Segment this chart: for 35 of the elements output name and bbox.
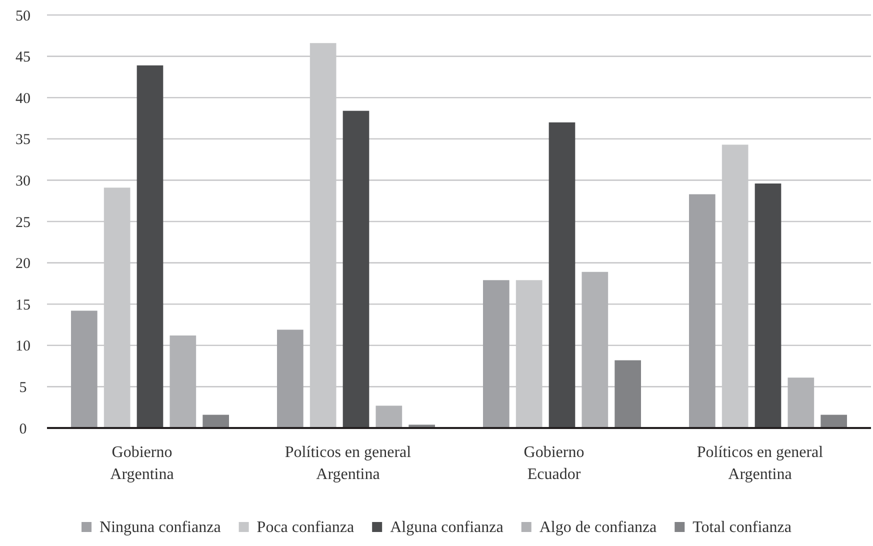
bar — [820, 414, 847, 428]
x-tick-label: Gobierno Ecuador — [524, 444, 584, 483]
bar — [170, 335, 196, 428]
y-tick-label: 10 — [16, 338, 30, 355]
y-tick-label: 20 — [16, 256, 30, 272]
y-tick-label: 0 — [19, 421, 27, 438]
bar — [548, 122, 576, 428]
bar — [754, 184, 782, 428]
y-tick-label: 40 — [16, 90, 30, 107]
y-tick-label: 35 — [16, 132, 30, 148]
y-tick-label: 5 — [19, 380, 27, 396]
y-tick-label: 45 — [16, 50, 30, 66]
bar — [202, 414, 229, 428]
bar — [689, 194, 716, 428]
x-tick-label: Políticos en general Argentina — [696, 444, 824, 483]
x-tick-label: Políticos en general Argentina — [284, 444, 412, 483]
y-tick-label: 30 — [16, 173, 30, 190]
bar — [376, 406, 402, 428]
legend-label: Algo de confianza — [539, 519, 657, 536]
bar — [277, 330, 304, 428]
bar — [582, 272, 608, 428]
legend-label: Total confianza — [692, 519, 792, 536]
bar — [71, 310, 98, 428]
legend-label: Poca confianza — [256, 519, 354, 536]
y-tick-label: 15 — [16, 297, 30, 314]
bar — [136, 65, 164, 428]
legend-label: Ninguna confianza — [100, 519, 221, 536]
y-tick-label: 25 — [16, 214, 30, 231]
x-tick-label: Gobierno Argentina — [110, 444, 174, 483]
bar — [788, 378, 814, 428]
bar — [342, 110, 370, 428]
legend-label: Alguna confianza — [390, 519, 504, 536]
y-tick-label: 50 — [16, 8, 30, 24]
bar — [614, 360, 641, 428]
bar — [483, 280, 510, 428]
